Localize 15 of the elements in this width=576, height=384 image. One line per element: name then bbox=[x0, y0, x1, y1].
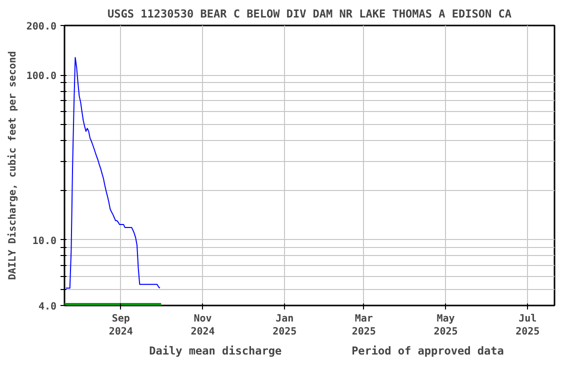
text: Period of approved data bbox=[352, 344, 504, 358]
y-tick-label: 200.0 bbox=[26, 22, 57, 32]
text: Daily mean discharge bbox=[149, 344, 282, 358]
y-tick-label: 10.0 bbox=[32, 236, 57, 247]
y-tick-label: 100.0 bbox=[26, 71, 57, 82]
x-tick-label: Sep 2024 bbox=[108, 314, 133, 338]
y-tick-label: 4.0 bbox=[38, 302, 56, 312]
y-axis-title: DAILY Discharge, cubic feet per second bbox=[6, 51, 18, 280]
x-tick-label: Jan 2025 bbox=[272, 314, 297, 338]
x-tick-label: May 2025 bbox=[434, 314, 458, 338]
x-tick-label: Mar 2025 bbox=[352, 314, 376, 338]
x-tick-label: Nov 2024 bbox=[190, 314, 215, 338]
line-series bbox=[65, 56, 160, 289]
chart-title: USGS 11230530 BEAR C BELOW DIV DAM NR LAKE THOMAS A EDISON CA bbox=[108, 8, 512, 20]
x-tick-label: Jul 2025 bbox=[516, 314, 540, 338]
